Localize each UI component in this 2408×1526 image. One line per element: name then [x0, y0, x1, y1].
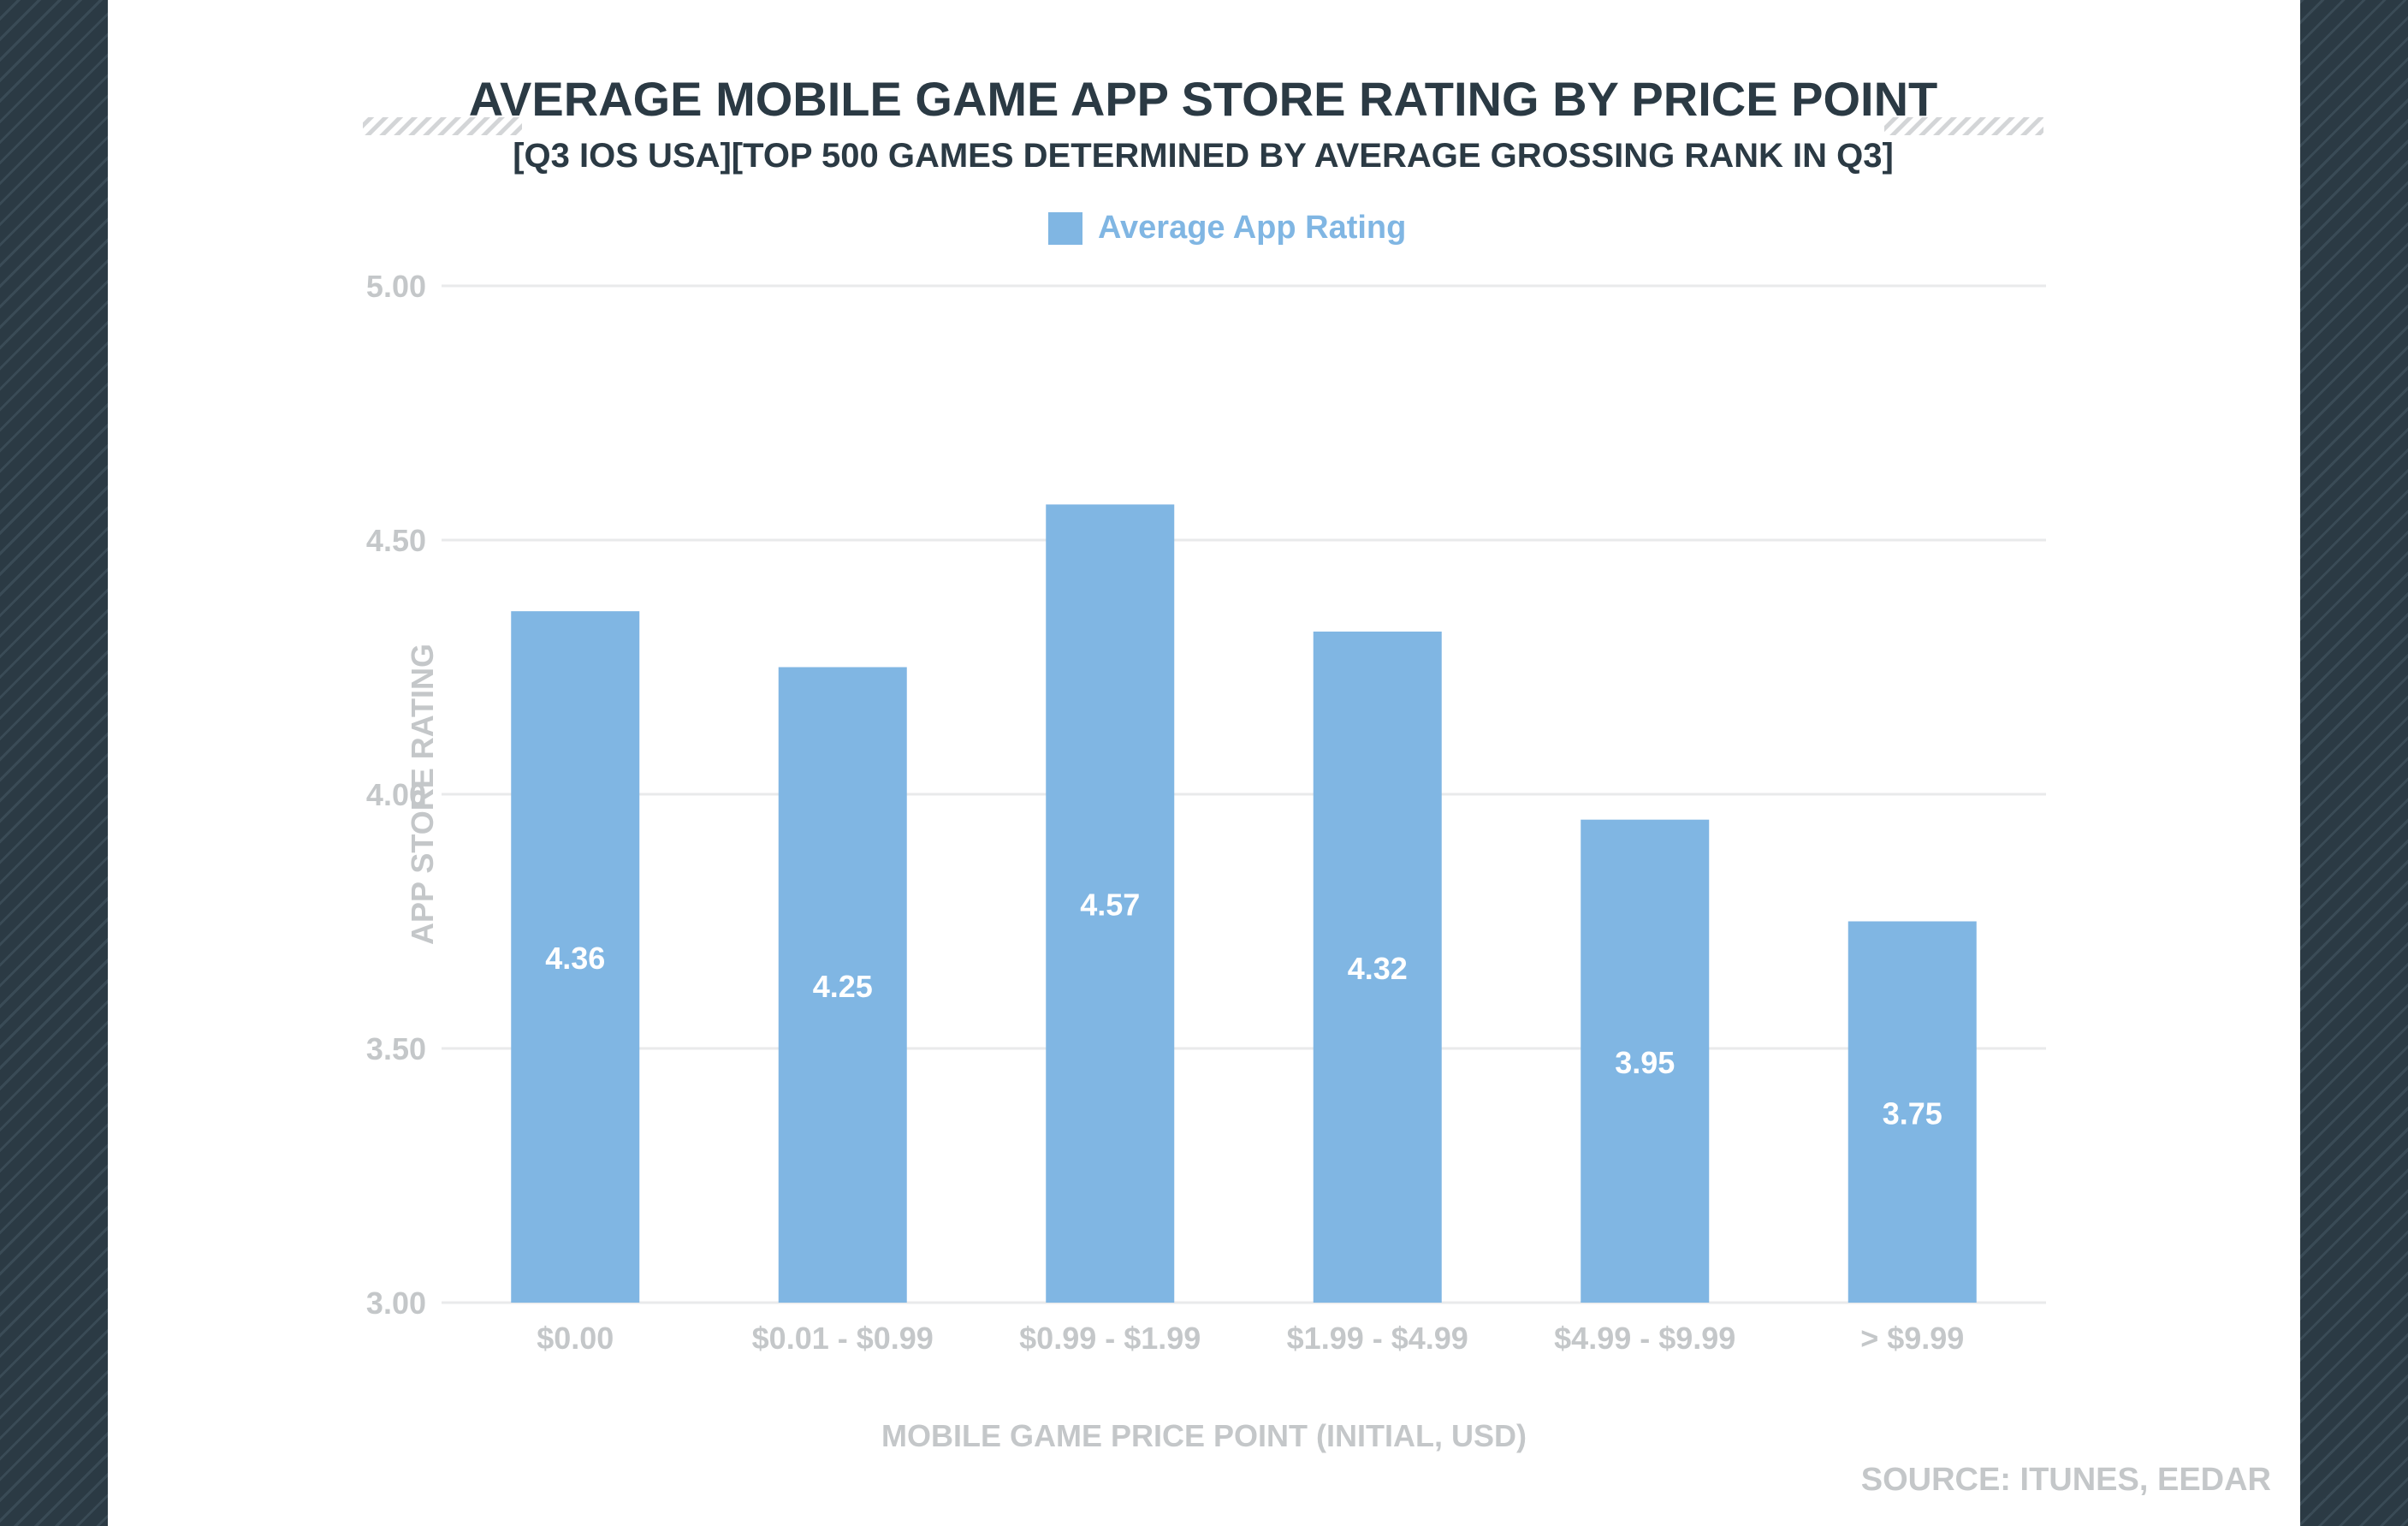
chart-title: AVERAGE MOBILE GAME APP STORE RATING BY … [469, 72, 1938, 126]
x-tick-label: $1.99 - $4.99 [1287, 1321, 1468, 1356]
bar-value-label: 4.57 [1080, 888, 1140, 923]
y-axis-ticks: 3.00 3.50 4.00 4.50 5.00 [366, 269, 426, 1321]
x-axis-ticks: $0.00 $0.01 - $0.99 $0.99 - $1.99 $1.99 - $… [537, 1321, 1964, 1356]
title-hatch-right [1884, 117, 2043, 135]
bar [778, 667, 907, 1303]
legend-label: Average App Rating [1098, 210, 1406, 246]
y-tick-label: 5.00 [366, 269, 426, 304]
bar-value-label: 3.95 [1615, 1045, 1675, 1080]
bar-chart: AVERAGE MOBILE GAME APP STORE RATING BY … [363, 72, 2271, 1498]
x-tick-label: $4.99 - $9.99 [1554, 1321, 1735, 1356]
bar [511, 611, 640, 1303]
bars [511, 504, 1977, 1303]
x-axis-title: MOBILE GAME PRICE POINT (INITIAL, USD) [881, 1418, 1527, 1453]
bar-value-label: 4.32 [1348, 951, 1408, 986]
bar [1046, 504, 1175, 1303]
chart-canvas: AVERAGE MOBILE GAME APP STORE RATING BY … [108, 0, 2300, 1526]
value-labels: 4.36 4.25 4.57 4.32 3.95 3.75 [545, 888, 1942, 1131]
y-axis-title: APP STORE RATING [405, 644, 440, 945]
x-tick-label: $0.00 [537, 1321, 614, 1356]
legend-swatch [1048, 212, 1082, 245]
bar-value-label: 3.75 [1883, 1096, 1942, 1131]
bar [1848, 921, 1977, 1303]
bar-value-label: 4.25 [813, 969, 873, 1004]
x-tick-label: > $9.99 [1860, 1321, 1964, 1356]
gridlines [442, 284, 2046, 1304]
bar [1313, 631, 1442, 1303]
y-tick-label: 3.00 [366, 1286, 426, 1321]
chart-subtitle: [Q3 IOS USA][TOP 500 GAMES DETERMINED BY… [513, 137, 1894, 175]
source-note: SOURCE: ITUNES, EEDAR [1861, 1462, 2271, 1498]
title-hatch-left [363, 117, 522, 135]
legend: Average App Rating [1048, 210, 1406, 246]
y-tick-label: 4.00 [366, 777, 426, 812]
bar-value-label: 4.36 [545, 941, 605, 976]
x-tick-label: $0.01 - $0.99 [752, 1321, 934, 1356]
y-tick-label: 4.50 [366, 523, 426, 558]
y-tick-label: 3.50 [366, 1031, 426, 1066]
x-tick-label: $0.99 - $1.99 [1019, 1321, 1201, 1356]
bar [1581, 819, 1710, 1303]
